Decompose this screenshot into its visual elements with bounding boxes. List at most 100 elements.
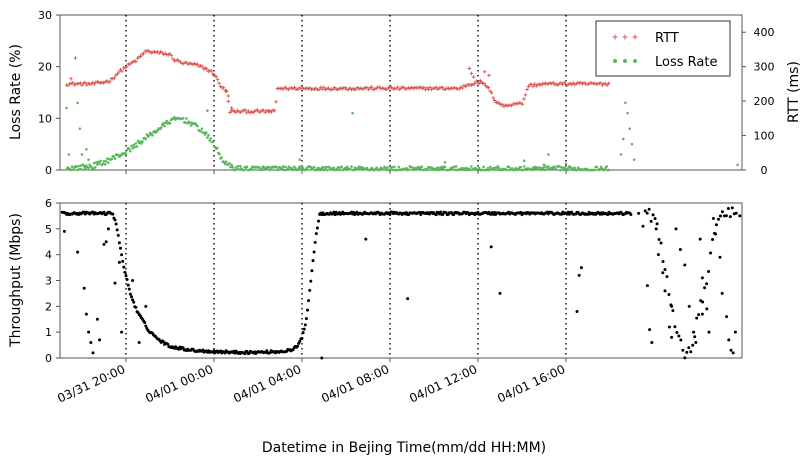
legend-loss-symbol xyxy=(633,59,637,63)
throughput-point xyxy=(62,229,66,233)
rtt-point xyxy=(80,83,84,87)
rtt-point xyxy=(486,85,491,90)
bottom-panel: 0 1 2 3 4 5 6 03/31 20:00 04/01 00:00 04/01 04:00… xyxy=(45,197,743,406)
loss-rate-point xyxy=(87,166,90,170)
rtt-point xyxy=(70,80,75,85)
throughput-point xyxy=(734,211,738,215)
legend-rtt-symbol xyxy=(612,34,618,40)
loss-rate-point xyxy=(411,166,415,170)
bottom-y-tick-label: 2 xyxy=(45,300,52,313)
throughput-point xyxy=(131,279,135,282)
legend-loss-marker xyxy=(613,59,637,63)
throughput-point xyxy=(123,270,127,274)
throughput-point xyxy=(113,218,117,222)
throughput-point xyxy=(143,321,147,325)
rtt-point xyxy=(214,74,218,79)
x-tick-label: 04/01 08:00 xyxy=(319,362,391,406)
loss-rate-point xyxy=(93,166,97,169)
loss-rate-point xyxy=(630,142,634,146)
loss-rate-point xyxy=(298,158,302,161)
loss-rate-point xyxy=(125,148,129,152)
rtt-point xyxy=(531,84,536,89)
loss-rate-point xyxy=(92,161,96,165)
loss-rate-point xyxy=(206,136,209,139)
throughput-point xyxy=(128,292,132,296)
throughput-point xyxy=(132,300,136,304)
loss-rate-point xyxy=(547,153,550,156)
throughput-point xyxy=(131,298,135,302)
throughput-point xyxy=(579,266,583,270)
throughput-point xyxy=(439,210,443,214)
throughput-point xyxy=(119,246,122,250)
rtt-point xyxy=(395,85,400,89)
loss-rate-point xyxy=(284,165,287,169)
throughput-point xyxy=(89,341,93,344)
loss-rate-point xyxy=(572,168,575,172)
throughput-point xyxy=(298,339,302,343)
rtt-point xyxy=(171,57,175,61)
loss-rate-point xyxy=(416,167,419,171)
throughput-point xyxy=(302,327,306,331)
loss-rate-point xyxy=(207,133,210,137)
loss-rate-point xyxy=(286,167,290,171)
loss-rate-point xyxy=(352,168,356,172)
top-y2-tick-label: 400 xyxy=(754,26,775,39)
top-y2-tick-label: 100 xyxy=(754,130,775,143)
throughput-point xyxy=(731,351,735,355)
loss-rate-point xyxy=(199,129,203,133)
bottom-y-tick-label: 5 xyxy=(45,223,52,236)
loss-rate-point xyxy=(112,155,116,158)
loss-rate-point xyxy=(163,124,166,128)
rtt-point xyxy=(274,99,278,104)
loss-rate-point xyxy=(573,166,577,170)
throughput-point xyxy=(388,213,392,217)
throughput-point xyxy=(645,211,649,215)
rtt-point xyxy=(261,108,266,113)
throughput-point xyxy=(309,279,313,283)
throughput-point xyxy=(649,219,653,223)
throughput-point xyxy=(364,237,368,241)
loss-rate-point xyxy=(340,165,343,168)
throughput-point xyxy=(104,240,108,244)
rtt-point xyxy=(83,80,87,85)
loss-rate-point xyxy=(291,168,295,172)
loss-rate-point xyxy=(493,168,496,172)
loss-rate-point xyxy=(134,142,138,145)
throughput-point xyxy=(683,356,687,360)
loss-rate-point xyxy=(220,156,223,159)
loss-rate-point xyxy=(233,168,237,172)
throughput-point xyxy=(111,212,115,216)
loss-rate-point xyxy=(331,168,335,172)
loss-rate-point xyxy=(265,165,269,169)
throughput-point xyxy=(637,211,641,215)
throughput-point xyxy=(577,273,581,277)
throughput-point xyxy=(679,338,683,342)
rtt-series xyxy=(64,48,611,115)
rtt-point xyxy=(320,87,325,91)
loss-rate-point xyxy=(628,127,632,130)
throughput-point xyxy=(669,303,673,307)
throughput-series xyxy=(60,206,742,360)
throughput-point xyxy=(648,328,652,332)
loss-rate-point xyxy=(482,165,485,169)
rtt-point xyxy=(224,88,228,93)
loss-rate-point xyxy=(77,164,80,168)
rtt-point xyxy=(487,73,491,78)
loss-rate-point xyxy=(230,163,233,167)
loss-rate-point xyxy=(561,166,564,170)
throughput-point xyxy=(729,348,733,352)
throughput-point xyxy=(87,330,91,334)
loss-rate-point xyxy=(505,168,508,172)
throughput-point xyxy=(705,307,709,311)
top-y-tick-label: 20 xyxy=(38,61,52,74)
throughput-point xyxy=(303,323,307,327)
loss-rate-point xyxy=(436,168,439,172)
throughput-point xyxy=(317,219,320,223)
throughput-point xyxy=(703,286,707,290)
loss-rate-point xyxy=(113,157,117,160)
bottom-y-tick-label: 3 xyxy=(45,275,52,288)
rtt-point xyxy=(229,106,234,110)
throughput-point xyxy=(265,349,269,353)
loss-rate-point xyxy=(168,121,172,125)
